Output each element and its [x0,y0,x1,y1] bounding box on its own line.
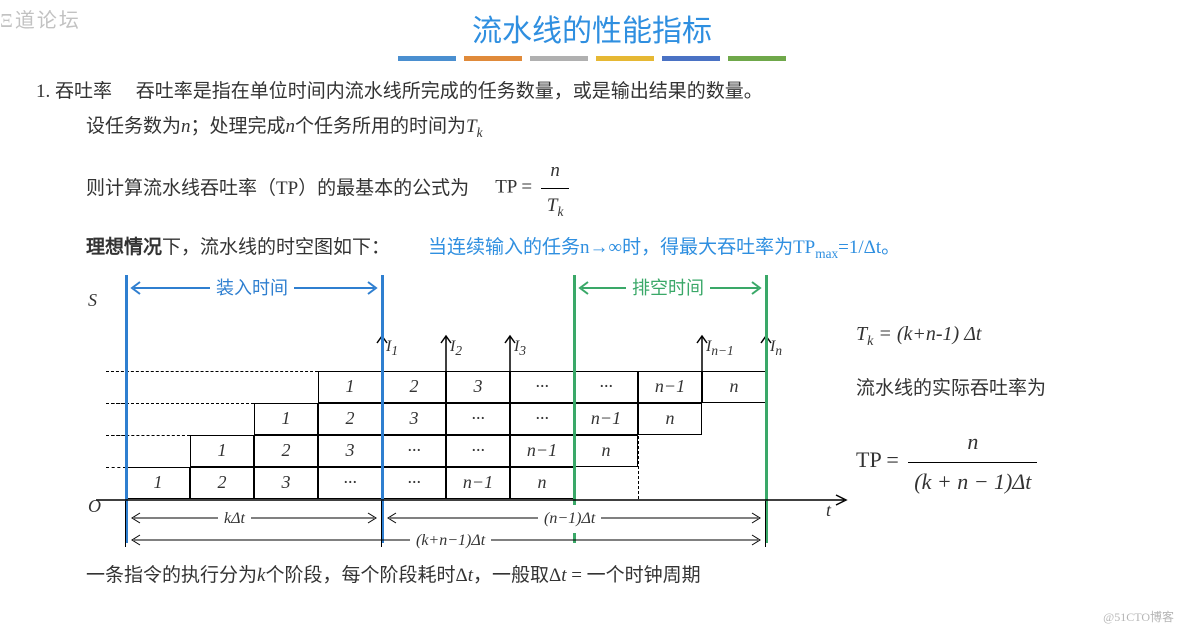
tp2-frac: n (k + n − 1)Δt [908,423,1037,501]
pipeline-cell: 2 [382,371,446,403]
dash-guide [106,403,254,404]
tp-eq: TP = [495,177,532,198]
pipeline-cell: n [638,403,702,435]
dim-tick [381,501,382,547]
bar-4 [596,56,654,61]
pipeline-cell: ··· [510,371,574,403]
arrow-label: In [770,333,782,363]
pipeline-cell: 3 [318,435,382,467]
l2c: 个任务所用的时间为 [295,116,466,137]
tp-formula: TP = n Tk [495,154,573,222]
pipeline-cell: 3 [382,403,446,435]
label-t: t [826,495,831,527]
var-n2: n [286,116,296,137]
bar-5 [662,56,720,61]
page-title: 流水线的性能指标 [0,0,1184,50]
tp2-num: n [908,423,1037,463]
arrow-label: In−1 [706,333,734,363]
content-area: 1. 吞吐率 吞吐率是指在单位时间内流水线所完成的任务数量，或是输出结果的数量。… [0,75,1184,592]
bottom-line: 一条指令的执行分为k个阶段，每个阶段耗时Δt，一般取Δt = 一个时钟周期 [36,559,1158,592]
tp-num: n [541,154,569,188]
def-text: 吞吐率是指在单位时间内流水线所完成的任务数量，或是输出结果的数量。 [136,81,763,102]
pipeline-diagram: 123······n−1n123······n−1n123······n−1n1… [36,267,856,557]
title-underline-bars [0,56,1184,61]
diagram-row: 123······n−1n123······n−1n123······n−1n1… [36,267,1158,557]
bar-1 [398,56,456,61]
line-1: 1. 吞吐率 吞吐率是指在单位时间内流水线所完成的任务数量，或是输出结果的数量。 [36,75,1158,108]
dimension-label: (n−1)Δt [538,505,601,533]
tp2-den: (k + n − 1)Δt [908,463,1037,502]
label-S: S [88,285,97,317]
line-3: 则计算流水线吞吐率（TP）的最基本的公式为 TP = n Tk [36,154,1158,222]
arrow-label: I3 [514,333,526,363]
section-number: 1. 吞吐率 [36,81,112,102]
label-O: O [88,491,101,523]
bl-b: 个阶段，每个阶段耗时Δ [265,565,467,586]
dimension-label: kΔt [218,505,251,533]
pipeline-cell: 1 [318,371,382,403]
vdash [638,371,639,499]
dash-guide [106,435,126,436]
formula-desc: 流水线的实际吞吐率为 [856,372,1046,405]
pipeline-cell: n−1 [510,435,574,467]
arrow-label: I2 [450,333,462,363]
dash-guide [106,403,126,404]
l3a: 则计算流水线吞吐率（TP）的最基本的公式为 [86,172,469,205]
bar-6 [728,56,786,61]
pipeline-cell: 2 [318,403,382,435]
pipeline-cell: n [702,371,766,403]
pipeline-cell: ··· [446,403,510,435]
x-axis [96,493,856,507]
l4-blue: 当连续输入的任务n→∞时，得最大吞吐率为TPmax=1/Δt。 [428,237,900,258]
dash-guide [106,371,318,372]
right-formulas: Tk = (k+n-1) Δt 流水线的实际吞吐率为 TP = n (k + n… [856,267,1046,520]
pipeline-cell: ··· [574,371,638,403]
watermark-top: Ξ道论坛 [0,4,81,33]
pipeline-cell: n−1 [638,371,702,403]
dimension-line [126,510,382,526]
watermark-bottom: @51CTO博客 [1103,608,1174,625]
tp-den: Tk [541,189,569,223]
line-4: 理想情况下，流水线的时空图如下： 当连续输入的任务n→∞时，得最大吞吐率为TPm… [36,231,1158,265]
formula-TP: TP = n (k + n − 1)Δt [856,423,1046,501]
tp2-eq: TP = [856,447,899,472]
dimension-label: (k+n−1)Δt [410,527,491,555]
tp-frac: n Tk [541,154,569,222]
annotation-label: 排空时间 [626,273,710,305]
line-2: 设任务数为n；处理完成n个任务所用的时间为Tk [36,110,1158,144]
pipeline-cell: 2 [254,435,318,467]
pipeline-cell: ··· [382,435,446,467]
var-n: n [181,116,191,137]
pipeline-cell: ··· [446,435,510,467]
annotation-label: 装入时间 [210,273,294,305]
bl-d: = 一个时钟周期 [566,565,700,586]
l4-bold: 理想情况 [86,237,162,258]
bl-c: ，一般取Δ [473,565,561,586]
arrow-label: I1 [386,333,398,363]
formula-Tk: Tk = (k+n-1) Δt [856,317,1046,355]
pipeline-cell: n−1 [574,403,638,435]
bar-2 [464,56,522,61]
bl-a: 一条指令的执行分为 [86,565,257,586]
pipeline-cell: 1 [190,435,254,467]
l2a: 设任务数为 [86,116,181,137]
l4b: 下，流水线的时空图如下： [162,237,390,258]
pipeline-cell: ··· [510,403,574,435]
dim-tick [765,501,766,547]
pipeline-cell: n [574,435,638,467]
bar-3 [530,56,588,61]
pipeline-cell: 1 [254,403,318,435]
l2b: ；处理完成 [191,116,286,137]
var-Tk: Tk [466,116,482,137]
dim-tick [125,501,126,547]
pipeline-cell: 3 [446,371,510,403]
dash-guide [106,467,126,468]
